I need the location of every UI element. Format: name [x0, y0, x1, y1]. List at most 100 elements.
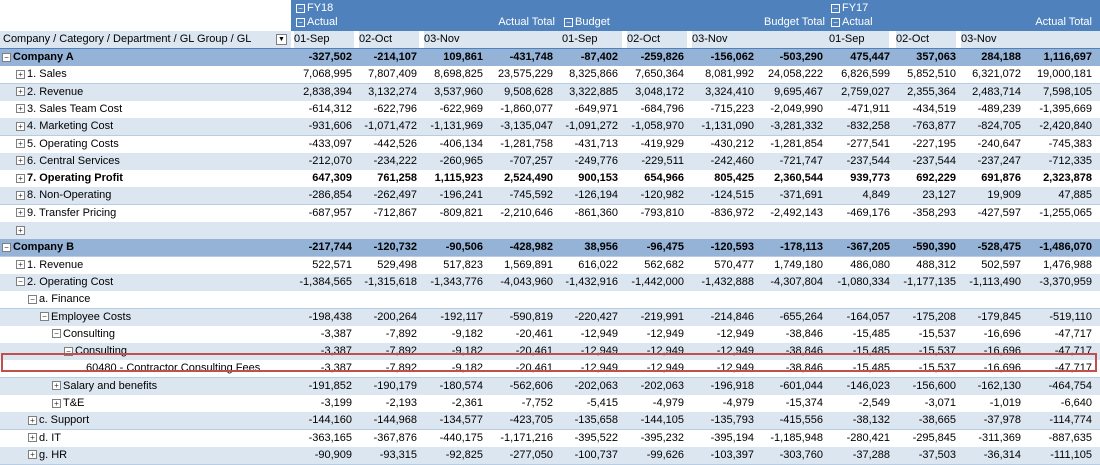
value-cell[interactable]: -120,982	[640, 189, 684, 202]
value-cell[interactable]: -7,752	[521, 397, 553, 409]
value-cell[interactable]: -649,971	[574, 102, 618, 115]
value-cell[interactable]: -1,058,970	[631, 120, 684, 133]
value-cell[interactable]: 3,048,172	[635, 85, 684, 98]
value-cell[interactable]	[953, 291, 1025, 308]
table-row[interactable]: + T&E -3,199 -2,193 -2,361 -7,752 -5,415 -4,979…	[0, 395, 1100, 413]
value-cell[interactable]: -240,647	[977, 137, 1021, 150]
value-cell[interactable]: -3,387	[320, 345, 352, 358]
collapse-fy17-icon[interactable]: −	[831, 3, 840, 13]
value-cell[interactable]	[616, 291, 688, 308]
value-cell[interactable]: 692,229	[916, 172, 956, 185]
value-cell[interactable]: -2,492,143	[770, 206, 823, 219]
value-cell[interactable]: -262,497	[373, 189, 417, 202]
value-cell[interactable]: -7,892	[385, 362, 417, 375]
value-cell[interactable]	[755, 222, 827, 239]
value-cell[interactable]: 2,759,027	[841, 85, 890, 98]
value-cell[interactable]	[686, 291, 758, 308]
value-cell[interactable]: -4,979	[652, 397, 684, 409]
value-cell[interactable]: 1,115,923	[434, 172, 483, 185]
value-cell[interactable]: -1,860,077	[500, 102, 553, 115]
table-row[interactable]: − a. Finance	[0, 291, 1100, 310]
table-row[interactable]: − Consulting -3,387 -7,892 -9,182 -20,461 -12,…	[0, 325, 1100, 344]
value-cell[interactable]: -191,852	[308, 379, 352, 392]
value-cell[interactable]: 23,575,229	[497, 68, 553, 81]
value-cell[interactable]: -1,019	[989, 397, 1021, 409]
value-cell[interactable]: -15,485	[852, 327, 890, 340]
value-cell[interactable]: 900,153	[578, 172, 618, 185]
value-cell[interactable]: 23,127	[922, 189, 956, 202]
value-cell[interactable]: -590,390	[912, 241, 956, 254]
value-cell[interactable]: -745,383	[1048, 137, 1092, 150]
value-cell[interactable]: -303,760	[779, 448, 823, 461]
value-cell[interactable]: -212,070	[308, 154, 352, 167]
value-cell[interactable]: 5,852,510	[907, 68, 956, 81]
value-cell[interactable]: -178,113	[780, 241, 823, 254]
value-cell[interactable]: -433,097	[308, 137, 352, 150]
value-cell[interactable]: 647,309	[312, 172, 352, 185]
value-cell[interactable]: -3,199	[320, 397, 352, 409]
value-cell[interactable]: 109,861	[443, 51, 483, 63]
value-cell[interactable]: -687,957	[308, 206, 352, 219]
value-cell[interactable]: -179,845	[977, 310, 1021, 323]
value-cell[interactable]: -1,091,272	[565, 120, 618, 133]
table-row[interactable]: +1. Revenue 522,571 529,498 517,823 1,569,89…	[0, 256, 1100, 275]
value-cell[interactable]: -198,438	[308, 310, 352, 323]
table-row[interactable]: +6. Central Services -212,070 -234,222 -260…	[0, 152, 1100, 171]
table-row[interactable]: − Employee Costs -198,438 -200,264 -192,117 -…	[0, 308, 1100, 327]
value-cell[interactable]: -1,071,472	[364, 120, 417, 133]
value-cell[interactable]: -16,696	[983, 362, 1021, 375]
value-cell[interactable]: 6,321,072	[972, 68, 1021, 81]
value-cell[interactable]: 562,682	[644, 258, 684, 271]
value-cell[interactable]: -190,179	[373, 379, 417, 392]
value-cell[interactable]: -12,949	[646, 345, 684, 358]
value-cell[interactable]: 6,826,599	[841, 68, 890, 81]
value-cell[interactable]: -2,420,840	[1039, 120, 1092, 133]
value-cell[interactable]: -37,978	[983, 414, 1021, 427]
value-cell[interactable]: 284,188	[981, 51, 1021, 63]
value-cell[interactable]: -427,597	[977, 206, 1021, 219]
value-cell[interactable]: -415,556	[779, 414, 823, 427]
value-cell[interactable]: -9,182	[451, 362, 483, 375]
value-cell[interactable]: -93,315	[379, 448, 417, 461]
value-cell[interactable]: -1,131,090	[701, 120, 754, 133]
value-cell[interactable]: -164,057	[846, 310, 890, 323]
value-cell[interactable]: -861,360	[574, 206, 618, 219]
value-cell[interactable]: -836,972	[710, 206, 754, 219]
value-cell[interactable]: -471,911	[847, 102, 890, 115]
value-cell[interactable]: -622,796	[373, 102, 417, 115]
value-cell[interactable]: -655,264	[779, 310, 823, 323]
value-cell[interactable]: -423,705	[509, 414, 553, 427]
value-cell[interactable]: -47,717	[1054, 327, 1092, 340]
value-cell[interactable]: -721,747	[779, 154, 823, 167]
value-cell[interactable]	[888, 222, 960, 239]
value-cell[interactable]	[616, 222, 688, 239]
collapse-icon[interactable]: −	[16, 277, 25, 287]
value-cell[interactable]: -87,402	[580, 51, 618, 63]
value-cell[interactable]: -15,537	[918, 362, 956, 375]
value-cell[interactable]: 3,132,274	[368, 85, 417, 98]
value-cell[interactable]: -3,387	[320, 362, 352, 375]
collapse-icon[interactable]: −	[28, 294, 37, 304]
value-cell[interactable]: 38,956	[584, 241, 618, 254]
expand-icon[interactable]: +	[16, 139, 25, 149]
value-cell[interactable]: 939,773	[850, 172, 890, 185]
value-cell[interactable]: -431,748	[509, 51, 553, 63]
value-cell[interactable]: -38,846	[785, 345, 823, 358]
value-cell[interactable]: -1,080,334	[837, 275, 890, 288]
value-cell[interactable]: -12,949	[580, 327, 618, 340]
value-cell[interactable]: -196,241	[439, 189, 483, 202]
value-cell[interactable]: -15,485	[852, 362, 890, 375]
expand-icon[interactable]: +	[16, 190, 25, 200]
value-cell[interactable]: 3,324,410	[705, 85, 754, 98]
value-cell[interactable]: -469,176	[846, 206, 890, 219]
collapse-icon[interactable]: −	[2, 242, 11, 252]
value-cell[interactable]: -16,696	[983, 327, 1021, 340]
value-cell[interactable]: -4,307,804	[770, 275, 823, 288]
expand-icon[interactable]: +	[16, 260, 25, 270]
value-cell[interactable]: -2,049,990	[770, 102, 823, 115]
value-cell[interactable]: -20,461	[515, 362, 553, 375]
value-cell[interactable]: -144,105	[640, 414, 684, 427]
value-cell[interactable]: -1,384,565	[299, 275, 352, 288]
value-cell[interactable]: -15,537	[918, 345, 956, 358]
value-cell[interactable]: -47,717	[1054, 345, 1092, 358]
